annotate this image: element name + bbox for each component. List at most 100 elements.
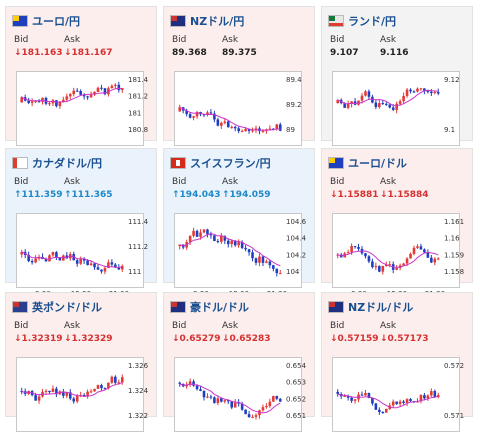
rate-card-eurjpy[interactable]: ユーロ/円 Bid Ask ↓181.163 ↓181.167 181.4 181… — [5, 6, 157, 156]
candle-body — [360, 95, 364, 101]
candle-body — [419, 88, 423, 90]
candle-body — [216, 119, 220, 126]
candle-body — [247, 129, 251, 131]
candle-body — [213, 113, 216, 120]
candle-body — [100, 269, 103, 272]
candle-body — [419, 395, 423, 402]
candle-body — [96, 385, 100, 389]
candle-body — [244, 247, 247, 250]
candle-body — [265, 261, 268, 263]
y-tick-label: 104.2 — [286, 251, 306, 259]
candle-body — [240, 242, 244, 248]
ch-flag-icon — [170, 157, 186, 169]
rate-card-eurusd[interactable]: ユーロ/ドル Bid Ask ↓1.15881 ↓1.15884 1.161 1.… — [321, 148, 473, 298]
y-tick-label: 89.4 — [286, 76, 302, 84]
candle-body — [86, 96, 89, 98]
bid-label: Bid — [172, 321, 187, 331]
candle-body — [405, 89, 409, 96]
y-tick-label: 89.2 — [286, 101, 302, 109]
candle-body — [82, 395, 86, 397]
bid-value: ↓181.163 — [14, 48, 63, 58]
rate-card-nzdusd[interactable]: NZドル/ドル Bid Ask ↓0.57159 ↓0.57173 0.572 0… — [321, 292, 473, 432]
candle-body — [436, 92, 440, 94]
candle-body — [220, 398, 223, 402]
ask-label: Ask — [64, 321, 81, 331]
candle-body — [44, 258, 48, 262]
pair-name[interactable]: ランド/円 — [348, 15, 397, 28]
candle-body — [395, 103, 398, 110]
direction-arrow-icon: ↓ — [64, 334, 72, 344]
y-tick-label: 9.12 — [444, 76, 460, 84]
direction-arrow-icon: ↓ — [14, 334, 22, 344]
candle-body — [100, 87, 103, 89]
candle-body — [89, 263, 93, 266]
candle-body — [117, 84, 121, 90]
candle-body — [93, 91, 96, 95]
rate-card-nzdjpy[interactable]: NZドル/円 Bid Ask 89.368 89.375 89.489.2899… — [163, 6, 315, 156]
pair-name[interactable]: ユーロ/ドル — [348, 157, 408, 170]
candle-body — [336, 391, 340, 394]
candle-body — [416, 246, 419, 248]
candle-body — [254, 258, 258, 263]
price-chart[interactable]: 9.129.19:3015:3021:30 — [332, 71, 460, 156]
ask-value: ↓181.167 — [64, 48, 113, 58]
pair-name[interactable]: NZドル/ドル — [348, 301, 414, 314]
direction-arrow-icon: ↓ — [380, 334, 388, 344]
candle-body — [272, 128, 275, 130]
rate-card-cadjpy[interactable]: カナダドル/円 Bid Ask ↑111.359 ↑111.365 111.4 1… — [5, 148, 157, 298]
candle-body — [350, 101, 353, 104]
pair-name[interactable]: 豪ドル/ドル — [190, 301, 250, 314]
direction-arrow-icon: ↓ — [330, 334, 338, 344]
candle-body — [233, 126, 237, 129]
candle-body — [27, 100, 30, 103]
candle-body — [44, 390, 48, 392]
candle-body — [388, 104, 392, 108]
candle-body — [30, 261, 34, 263]
rate-card-zarjpy[interactable]: ランド/円 Bid Ask 9.107 9.116 9.129.19:3015:… — [321, 6, 473, 156]
bid-value: 89.368 — [172, 48, 207, 58]
moving-average-line — [179, 233, 281, 267]
pair-name[interactable]: スイスフラン/円 — [190, 157, 271, 170]
pair-name[interactable]: カナダドル/円 — [32, 157, 103, 170]
candle-body — [364, 393, 367, 396]
pair-name[interactable]: 英ポンド/ドル — [32, 301, 103, 314]
candle-body — [343, 396, 346, 398]
candle-body — [114, 264, 117, 268]
candle-body — [346, 396, 350, 398]
candle-body — [117, 267, 121, 270]
candle-body — [346, 252, 350, 254]
y-tick-label: 104 — [286, 268, 300, 276]
candle-body — [388, 264, 392, 266]
rate-card-gbpusd[interactable]: 英ポンド/ドル Bid Ask ↓1.32319 ↓1.32329 1.326 1… — [5, 292, 157, 432]
candle-body — [350, 397, 353, 401]
candle-body — [75, 395, 79, 402]
direction-arrow-icon: ↑ — [222, 190, 230, 200]
candle-body — [240, 131, 244, 133]
candle-body — [409, 89, 412, 92]
rate-card-audusd[interactable]: 豪ドル/ドル Bid Ask ↓0.65279 ↓0.65283 0.654 0.… — [163, 292, 315, 432]
rate-card-chfjpy[interactable]: スイスフラン/円 Bid Ask ↑194.043 ↑194.059 104.6… — [163, 148, 315, 298]
candle-body — [436, 258, 440, 260]
candle-body — [430, 391, 433, 396]
candle-body — [254, 415, 258, 417]
ask-value: ↓0.57173 — [380, 334, 429, 344]
moving-average-line — [21, 87, 123, 103]
bid-label: Bid — [330, 177, 345, 187]
pair-name[interactable]: NZドル/円 — [190, 15, 245, 28]
pair-name[interactable]: ユーロ/円 — [32, 15, 81, 28]
candle-body — [79, 91, 82, 95]
direction-arrow-icon: ↓ — [64, 48, 72, 58]
candle-body — [433, 258, 437, 263]
candle-body — [110, 376, 114, 383]
price-chart[interactable]: 89.489.2899:3015:3021:30 — [174, 71, 302, 156]
candle-body — [426, 395, 430, 399]
